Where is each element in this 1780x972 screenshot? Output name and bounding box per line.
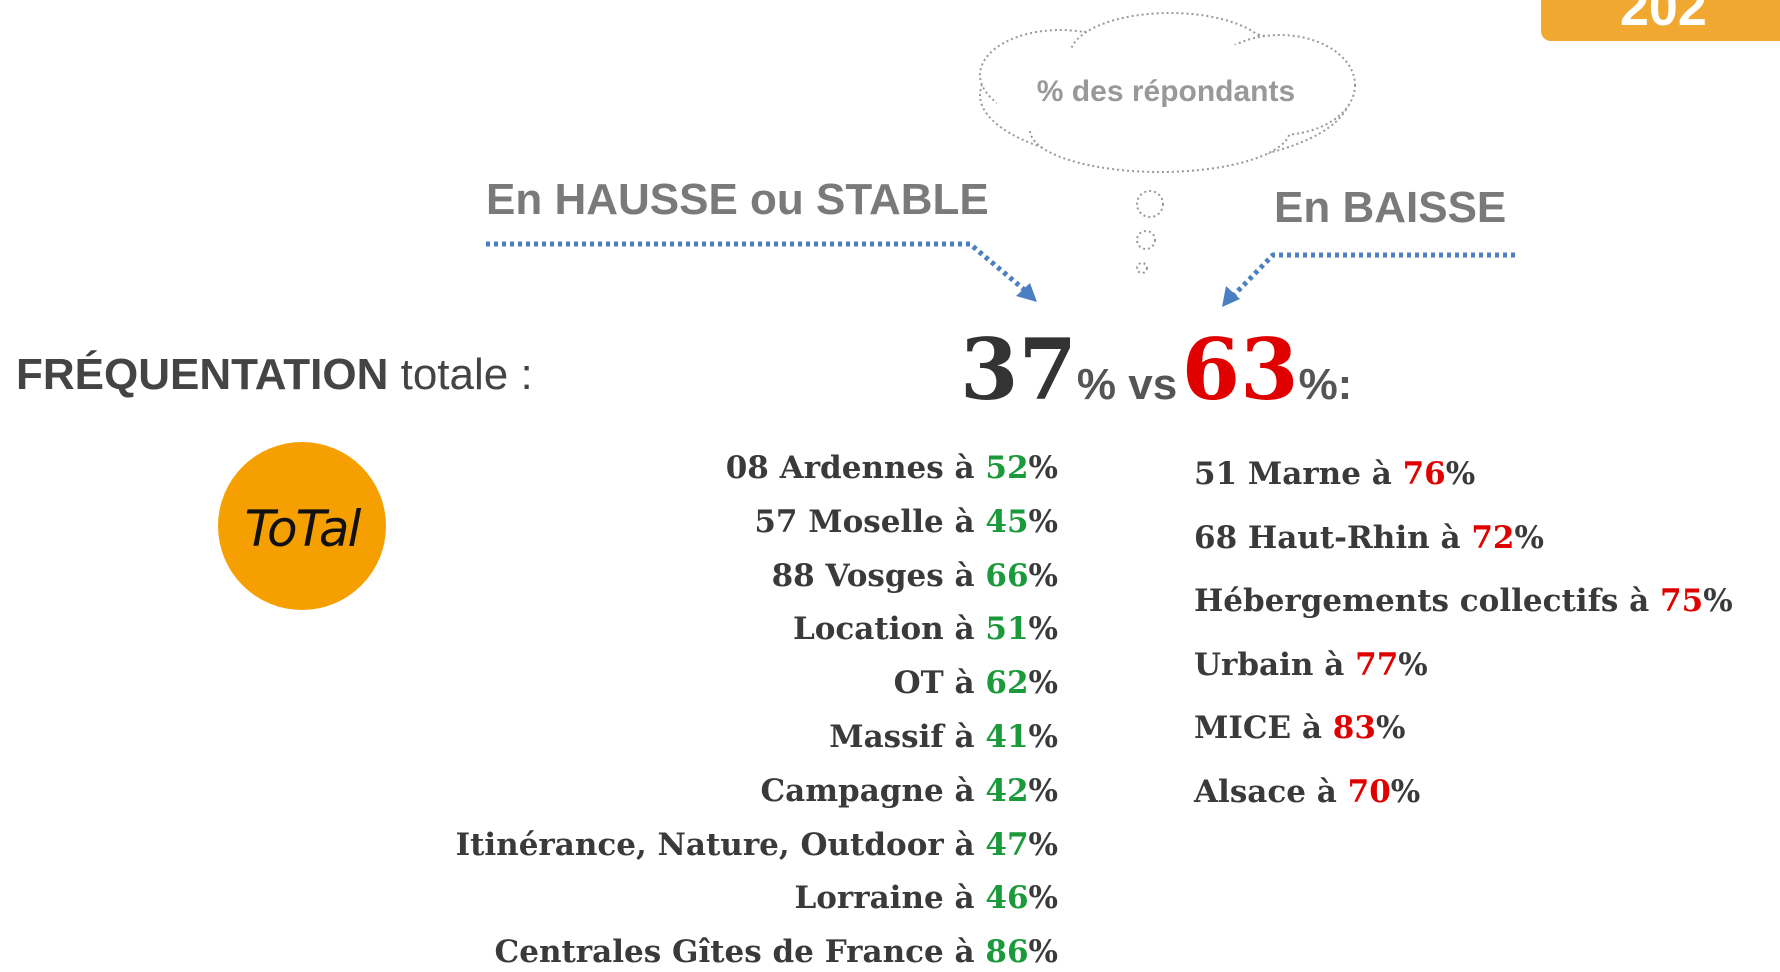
headline-label: FRÉQUENTATION totale : bbox=[16, 350, 533, 400]
item-value: 66 bbox=[985, 557, 1029, 594]
item-label: 68 Haut-Rhin à bbox=[1194, 519, 1461, 556]
item-label: Location à bbox=[792, 611, 975, 648]
item-unit: % bbox=[1703, 583, 1733, 620]
item-unit: % bbox=[1028, 826, 1058, 863]
item-value: 47 bbox=[985, 826, 1029, 863]
up-value: 37 bbox=[960, 320, 1077, 419]
item-unit: % bbox=[1028, 772, 1058, 809]
item-label: 51 Marne à bbox=[1194, 456, 1392, 492]
list-item: Urbain à 77% bbox=[1194, 645, 1428, 685]
headline-end: %: bbox=[1298, 360, 1353, 409]
item-value: 51 bbox=[985, 611, 1029, 648]
arrow-down bbox=[1230, 252, 1515, 299]
list-item: Campagne à 42% bbox=[760, 771, 1058, 811]
item-unit: % bbox=[1028, 611, 1058, 648]
item-label: 88 Vosges à bbox=[771, 557, 975, 594]
list-item: 57 Moselle à 45% bbox=[754, 502, 1058, 542]
item-unit: % bbox=[1028, 719, 1058, 755]
item-value: 72 bbox=[1471, 519, 1515, 556]
headline-values: 37% vs 63%: bbox=[960, 325, 1352, 440]
item-value: 75 bbox=[1660, 583, 1704, 620]
up-label: En HAUSSE ou STABLE bbox=[486, 175, 989, 224]
list-item: 08 Ardennes à 52% bbox=[726, 448, 1058, 488]
item-unit: % bbox=[1445, 456, 1476, 492]
item-label: 57 Moselle à bbox=[754, 503, 975, 540]
list-item: Centrales Gîtes de France à 86% bbox=[495, 932, 1058, 972]
list-item: Hébergements collectifs à 75% bbox=[1194, 581, 1733, 621]
down-value: 63 bbox=[1181, 320, 1299, 419]
item-unit: % bbox=[1398, 646, 1428, 683]
item-unit: % bbox=[1028, 450, 1058, 486]
item-value: 70 bbox=[1347, 774, 1391, 810]
list-item: Lorraine à 46% bbox=[794, 878, 1058, 918]
item-label: Lorraine à bbox=[794, 880, 975, 917]
item-label: Massif à bbox=[829, 719, 975, 755]
item-unit: % bbox=[1028, 557, 1058, 594]
item-value: 76 bbox=[1402, 456, 1446, 492]
headline-bold: FRÉQUENTATION bbox=[16, 350, 389, 399]
item-label: 08 Ardennes à bbox=[725, 450, 975, 486]
item-unit: % bbox=[1028, 934, 1058, 971]
item-unit: % bbox=[1028, 503, 1058, 540]
item-unit: % bbox=[1375, 710, 1406, 747]
cloud-text: % des répondants bbox=[1036, 75, 1296, 108]
item-label: Centrales Gîtes de France à bbox=[494, 934, 975, 971]
item-unit: % bbox=[1028, 665, 1058, 702]
logo-text: ToTal bbox=[244, 500, 362, 558]
item-unit: % bbox=[1390, 774, 1421, 810]
list-item: 51 Marne à 76% bbox=[1194, 454, 1475, 494]
list-item: Location à 51% bbox=[793, 609, 1058, 649]
item-label: MICE à bbox=[1194, 710, 1322, 747]
list-item: Alsace à 70% bbox=[1194, 772, 1420, 812]
item-value: 52 bbox=[985, 450, 1029, 486]
item-value: 41 bbox=[985, 719, 1029, 755]
item-value: 46 bbox=[985, 880, 1029, 917]
item-value: 42 bbox=[985, 772, 1029, 809]
list-item: Itinérance, Nature, Outdoor à 47% bbox=[456, 825, 1058, 865]
item-value: 77 bbox=[1355, 646, 1399, 683]
headline-rest: totale : bbox=[400, 350, 533, 399]
item-label: Alsace à bbox=[1194, 774, 1337, 810]
item-value: 45 bbox=[985, 503, 1029, 540]
item-value: 83 bbox=[1332, 710, 1376, 747]
list-item: 88 Vosges à 66% bbox=[772, 556, 1058, 596]
item-label: Campagne à bbox=[760, 772, 975, 809]
item-label: Urbain à bbox=[1194, 646, 1345, 683]
arrow-up bbox=[486, 241, 1029, 294]
headline-middle: % vs bbox=[1076, 360, 1178, 409]
list-item: 68 Haut-Rhin à 72% bbox=[1194, 518, 1544, 558]
item-label: Itinérance, Nature, Outdoor à bbox=[455, 826, 975, 863]
item-value: 62 bbox=[985, 665, 1029, 702]
badge: 202 bbox=[1620, 0, 1707, 37]
list-item: MICE à 83% bbox=[1194, 708, 1405, 748]
item-value: 86 bbox=[985, 934, 1029, 971]
list-item: Massif à 41% bbox=[829, 717, 1058, 757]
logo-circle bbox=[218, 442, 386, 610]
item-label: OT à bbox=[893, 665, 975, 702]
badge-box bbox=[1541, 0, 1780, 41]
item-label: Hébergements collectifs à bbox=[1194, 583, 1650, 620]
down-label: En BAISSE bbox=[1274, 183, 1507, 232]
item-unit: % bbox=[1028, 880, 1058, 917]
list-item: OT à 62% bbox=[894, 663, 1058, 703]
item-unit: % bbox=[1514, 519, 1544, 556]
